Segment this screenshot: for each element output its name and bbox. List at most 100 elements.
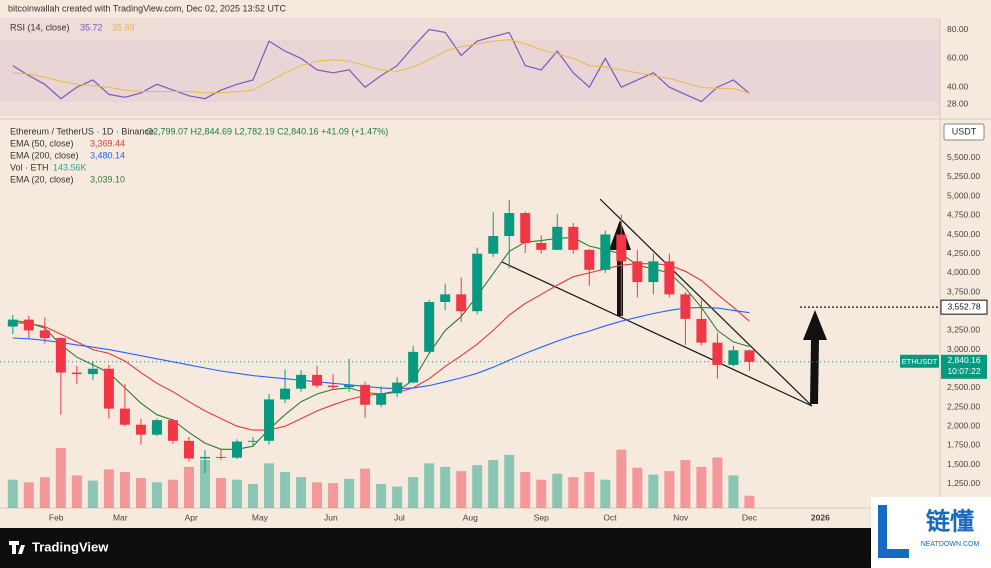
candle-body bbox=[632, 261, 643, 283]
watermark-icon bbox=[878, 505, 909, 558]
volume-bar bbox=[520, 472, 531, 508]
legend-name: EMA (200, close) bbox=[10, 150, 79, 160]
volume-bar bbox=[488, 460, 499, 508]
volume-bar bbox=[472, 465, 483, 508]
x-tick-label: Apr bbox=[185, 512, 198, 522]
volume-bar bbox=[167, 479, 178, 508]
y-tick-label: 28.00 bbox=[947, 99, 969, 109]
volume-bar bbox=[600, 479, 611, 508]
volume-bar bbox=[344, 478, 355, 508]
volume-bar bbox=[376, 484, 387, 508]
candle-body bbox=[664, 261, 675, 295]
volume-bar bbox=[616, 449, 627, 508]
volume-bar bbox=[744, 495, 755, 508]
price-label: 2,840.16 bbox=[947, 355, 980, 365]
candle-body bbox=[39, 330, 50, 339]
x-tick-label: Aug bbox=[463, 512, 478, 522]
candle-body bbox=[183, 440, 194, 459]
candle-body bbox=[280, 388, 291, 400]
y-tick-label: 3,000.00 bbox=[947, 344, 980, 354]
candle-body bbox=[408, 351, 419, 383]
target-label: 3,552.78 bbox=[947, 301, 980, 311]
volume-bar bbox=[552, 473, 563, 508]
y-tick-label: 3,750.00 bbox=[947, 286, 980, 296]
legend-value: 3,480.14 bbox=[90, 150, 125, 160]
volume-bar bbox=[39, 477, 50, 508]
volume-bar bbox=[248, 484, 259, 508]
legend-value: 143.56K bbox=[53, 162, 87, 172]
rsi-plot bbox=[12, 28, 750, 103]
x-tick-label: Sep bbox=[534, 512, 549, 522]
x-tick-label: Oct bbox=[603, 512, 617, 522]
footer-bar bbox=[0, 528, 991, 568]
y-tick-label: 4,500.00 bbox=[947, 229, 980, 239]
candle-body bbox=[248, 440, 259, 442]
footer-logo: TradingView bbox=[32, 539, 109, 554]
tv-logo-icon bbox=[9, 541, 25, 554]
volume-bar bbox=[504, 454, 515, 508]
candle-body bbox=[488, 236, 499, 254]
volume-bar bbox=[536, 479, 547, 508]
y-tick-label: 5,500.00 bbox=[947, 152, 980, 162]
candle-body bbox=[616, 234, 627, 262]
wedge-upper bbox=[599, 198, 813, 407]
volume-bar bbox=[119, 472, 130, 508]
watermark-site: NEATDOWN.COM bbox=[921, 541, 980, 548]
candle-body bbox=[360, 384, 371, 405]
volume-bar bbox=[440, 466, 451, 508]
x-tick-label: 2026 bbox=[811, 512, 830, 522]
legend-value: 3,039.10 bbox=[90, 174, 125, 184]
volume-bar bbox=[312, 482, 323, 508]
candle-body bbox=[215, 456, 226, 458]
y-tick-label: 1,500.00 bbox=[947, 459, 980, 469]
y-tick-label: 2,250.00 bbox=[947, 401, 980, 411]
candle-body bbox=[23, 319, 34, 331]
candle-body bbox=[264, 399, 275, 441]
volume-bar bbox=[728, 475, 739, 508]
candle-body bbox=[55, 338, 66, 373]
candle-body bbox=[232, 441, 243, 458]
candle-body bbox=[119, 408, 130, 425]
arrow-up-2 bbox=[803, 310, 827, 404]
y-tick-label: 60.00 bbox=[947, 53, 969, 63]
candle-body bbox=[71, 372, 82, 375]
volume-bar bbox=[264, 463, 275, 508]
candle-body bbox=[696, 318, 707, 343]
volume-bar bbox=[296, 477, 307, 508]
target-label-box bbox=[940, 299, 988, 315]
candle-body bbox=[312, 374, 323, 386]
candle-body bbox=[424, 302, 435, 352]
candle-body bbox=[328, 385, 339, 388]
volume-bar bbox=[55, 448, 66, 508]
candle-body bbox=[392, 382, 403, 394]
ohlc-text: O2,799.07 H2,844.69 L2,782.19 C2,840.16 … bbox=[146, 126, 388, 136]
y-tick-label: 4,250.00 bbox=[947, 248, 980, 258]
candle-body bbox=[135, 424, 146, 435]
y-tick-label: 5,250.00 bbox=[947, 171, 980, 181]
volume-bar bbox=[680, 460, 691, 508]
candle-body bbox=[600, 234, 611, 270]
y-tick-label: 5,000.00 bbox=[947, 190, 980, 200]
x-tick-label: Jun bbox=[324, 512, 338, 522]
volume-bar bbox=[71, 475, 82, 508]
header-text: bitcoinwallah created with TradingView.c… bbox=[8, 3, 286, 13]
volume-bar bbox=[280, 472, 291, 508]
volume-bar bbox=[151, 482, 162, 508]
candle-body bbox=[568, 226, 579, 250]
legend-value: 3,369.44 bbox=[90, 138, 125, 148]
y-tick-label: 4,000.00 bbox=[947, 267, 980, 277]
y-tick-label: 1,250.00 bbox=[947, 478, 980, 488]
volume-bar bbox=[87, 480, 98, 508]
y-tick-label: 2,500.00 bbox=[947, 382, 980, 392]
candle-body bbox=[151, 420, 162, 435]
candle-body bbox=[456, 294, 467, 312]
legend-value: 35.89 bbox=[112, 22, 135, 32]
price-box bbox=[941, 354, 987, 379]
volume-bar bbox=[568, 477, 579, 508]
wedge-lower bbox=[501, 261, 813, 407]
y-tick-label: 2,000.00 bbox=[947, 420, 980, 430]
volume-bar bbox=[199, 460, 210, 508]
legend-name: EMA (50, close) bbox=[10, 138, 74, 148]
